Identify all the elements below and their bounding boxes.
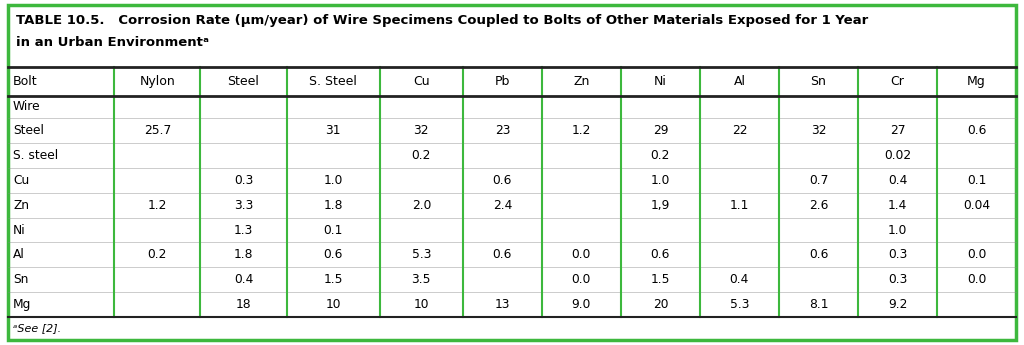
Text: Cu: Cu [13, 174, 30, 187]
Text: 1.2: 1.2 [147, 199, 167, 212]
Text: 1.2: 1.2 [571, 124, 591, 137]
Text: Cr: Cr [891, 75, 904, 88]
Text: 0.02: 0.02 [884, 149, 911, 162]
Text: 0.0: 0.0 [967, 273, 986, 286]
Text: 1.0: 1.0 [324, 174, 343, 187]
Text: 10: 10 [414, 298, 429, 311]
Text: Nylon: Nylon [139, 75, 175, 88]
Text: 18: 18 [236, 298, 251, 311]
Text: 13: 13 [495, 298, 510, 311]
Text: Steel: Steel [227, 75, 259, 88]
Text: 0.1: 0.1 [324, 224, 343, 237]
Text: 1.0: 1.0 [650, 174, 670, 187]
Text: Steel: Steel [13, 124, 44, 137]
Text: 31: 31 [326, 124, 341, 137]
Text: Wire: Wire [13, 100, 41, 114]
Text: 0.0: 0.0 [571, 273, 591, 286]
Text: 1.8: 1.8 [233, 248, 253, 262]
Text: Mg: Mg [967, 75, 986, 88]
Text: ᵃSee [2].: ᵃSee [2]. [13, 323, 61, 333]
Text: 0.04: 0.04 [963, 199, 990, 212]
Text: 10: 10 [326, 298, 341, 311]
Text: 0.2: 0.2 [412, 149, 431, 162]
Text: 3.3: 3.3 [233, 199, 253, 212]
Text: 9.2: 9.2 [888, 298, 907, 311]
Text: Pb: Pb [495, 75, 510, 88]
Text: 0.2: 0.2 [147, 248, 167, 262]
Text: 0.4: 0.4 [233, 273, 253, 286]
Text: 29: 29 [652, 124, 669, 137]
Text: 1.5: 1.5 [324, 273, 343, 286]
Text: 1,9: 1,9 [650, 199, 670, 212]
Text: 0.4: 0.4 [888, 174, 907, 187]
Text: 1.4: 1.4 [888, 199, 907, 212]
Text: 0.1: 0.1 [967, 174, 986, 187]
Text: S. Steel: S. Steel [309, 75, 357, 88]
Text: 1.3: 1.3 [233, 224, 253, 237]
Text: S. steel: S. steel [13, 149, 58, 162]
Text: 20: 20 [652, 298, 669, 311]
Text: 1.0: 1.0 [888, 224, 907, 237]
Text: in an Urban Environmentᵃ: in an Urban Environmentᵃ [16, 36, 209, 49]
Text: 0.4: 0.4 [730, 273, 750, 286]
Text: 2.4: 2.4 [493, 199, 512, 212]
Text: 0.6: 0.6 [650, 248, 670, 262]
Text: Ni: Ni [654, 75, 667, 88]
Text: 1.5: 1.5 [650, 273, 670, 286]
Text: 0.6: 0.6 [324, 248, 343, 262]
Text: Sn: Sn [811, 75, 826, 88]
Text: 1.8: 1.8 [324, 199, 343, 212]
Text: 0.2: 0.2 [650, 149, 670, 162]
Text: 27: 27 [890, 124, 905, 137]
Text: 0.3: 0.3 [888, 273, 907, 286]
Text: 5.3: 5.3 [730, 298, 750, 311]
Text: Al: Al [733, 75, 745, 88]
Text: 32: 32 [811, 124, 826, 137]
Text: 1.1: 1.1 [730, 199, 750, 212]
Text: 0.6: 0.6 [493, 248, 512, 262]
Text: 23: 23 [495, 124, 510, 137]
Text: 8.1: 8.1 [809, 298, 828, 311]
Text: Mg: Mg [13, 298, 32, 311]
Text: 0.0: 0.0 [571, 248, 591, 262]
Text: Sn: Sn [13, 273, 29, 286]
Text: 0.6: 0.6 [493, 174, 512, 187]
Text: 25.7: 25.7 [143, 124, 171, 137]
Text: 3.5: 3.5 [412, 273, 431, 286]
Text: 0.6: 0.6 [967, 124, 986, 137]
Text: Ni: Ni [13, 224, 26, 237]
Text: TABLE 10.5.   Corrosion Rate (μm/year) of Wire Specimens Coupled to Bolts of Oth: TABLE 10.5. Corrosion Rate (μm/year) of … [16, 14, 868, 27]
Text: Bolt: Bolt [13, 75, 38, 88]
Text: Cu: Cu [413, 75, 430, 88]
Text: 0.7: 0.7 [809, 174, 828, 187]
Text: 0.6: 0.6 [809, 248, 828, 262]
Text: 9.0: 9.0 [571, 298, 591, 311]
Text: 2.0: 2.0 [412, 199, 431, 212]
Text: Zn: Zn [573, 75, 590, 88]
Text: 5.3: 5.3 [412, 248, 431, 262]
Text: 22: 22 [732, 124, 748, 137]
Text: 0.0: 0.0 [967, 248, 986, 262]
Text: 0.3: 0.3 [233, 174, 253, 187]
Text: 32: 32 [414, 124, 429, 137]
Text: 0.3: 0.3 [888, 248, 907, 262]
Text: Zn: Zn [13, 199, 29, 212]
Text: Al: Al [13, 248, 25, 262]
Text: 2.6: 2.6 [809, 199, 828, 212]
